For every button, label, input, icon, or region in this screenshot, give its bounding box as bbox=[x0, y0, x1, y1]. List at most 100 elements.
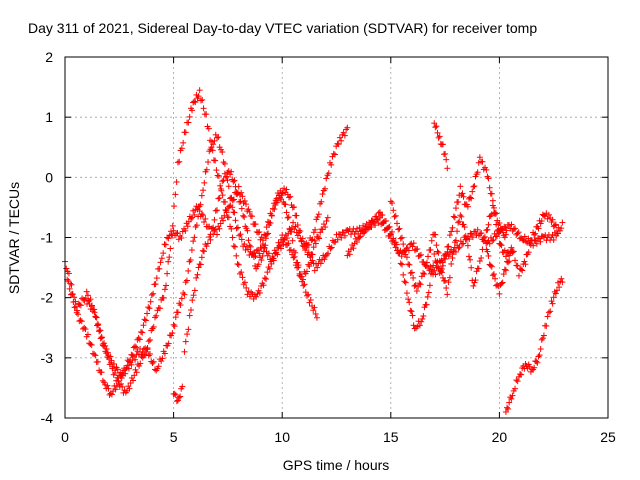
data-point bbox=[338, 234, 345, 241]
data-point bbox=[177, 302, 184, 309]
data-point bbox=[305, 241, 312, 248]
data-point bbox=[281, 235, 288, 242]
data-point bbox=[300, 243, 307, 250]
data-point bbox=[148, 291, 155, 298]
data-point bbox=[237, 198, 244, 205]
data-point bbox=[205, 159, 212, 166]
data-point bbox=[360, 230, 367, 237]
data-point bbox=[130, 377, 137, 384]
data-point bbox=[294, 222, 301, 229]
data-point bbox=[197, 201, 204, 208]
data-point bbox=[181, 348, 188, 355]
data-point bbox=[390, 207, 397, 214]
data-point bbox=[463, 235, 470, 242]
data-point bbox=[195, 93, 202, 100]
data-point bbox=[553, 287, 560, 294]
data-point bbox=[282, 201, 289, 208]
data-point bbox=[416, 280, 423, 287]
data-point bbox=[288, 228, 295, 235]
data-point bbox=[394, 220, 401, 227]
data-point bbox=[458, 213, 465, 220]
data-point bbox=[67, 291, 74, 298]
series-track-5 bbox=[344, 154, 562, 332]
data-point bbox=[194, 271, 201, 278]
data-point bbox=[555, 230, 562, 237]
data-point bbox=[126, 385, 133, 392]
data-point bbox=[501, 266, 508, 273]
data-point bbox=[206, 233, 213, 240]
data-point bbox=[255, 229, 262, 236]
data-point bbox=[392, 244, 399, 251]
data-point bbox=[479, 158, 486, 165]
data-point bbox=[522, 261, 529, 268]
data-point bbox=[153, 275, 160, 282]
data-point bbox=[392, 239, 399, 246]
data-point bbox=[500, 271, 507, 278]
data-point bbox=[182, 227, 189, 234]
data-point bbox=[409, 312, 416, 319]
data-point bbox=[219, 149, 226, 156]
data-point bbox=[72, 303, 79, 310]
data-point bbox=[400, 241, 407, 248]
data-point bbox=[297, 228, 304, 235]
data-point bbox=[502, 267, 509, 274]
data-point bbox=[545, 211, 552, 218]
data-point bbox=[487, 262, 494, 269]
data-point bbox=[182, 338, 189, 345]
data-point bbox=[238, 269, 245, 276]
data-point bbox=[502, 231, 509, 238]
data-point bbox=[300, 276, 307, 283]
y-tick-label: -4 bbox=[41, 410, 54, 426]
data-point bbox=[410, 240, 417, 247]
data-point bbox=[270, 255, 277, 262]
data-point bbox=[182, 129, 189, 136]
data-point bbox=[416, 252, 423, 259]
data-point bbox=[452, 205, 459, 212]
data-point bbox=[222, 198, 229, 205]
data-point bbox=[444, 165, 451, 172]
data-point bbox=[510, 226, 517, 233]
data-point bbox=[402, 279, 409, 286]
data-point bbox=[169, 330, 176, 337]
data-point bbox=[325, 250, 332, 257]
data-point bbox=[271, 206, 278, 213]
data-point bbox=[171, 390, 178, 397]
data-point bbox=[87, 296, 94, 303]
data-point bbox=[423, 262, 430, 269]
data-point bbox=[189, 297, 196, 304]
data-point bbox=[185, 119, 192, 126]
data-point bbox=[502, 253, 509, 260]
data-point bbox=[232, 217, 239, 224]
data-point bbox=[452, 237, 459, 244]
data-point bbox=[492, 275, 499, 282]
data-point bbox=[549, 300, 556, 307]
data-point bbox=[485, 221, 492, 228]
data-point bbox=[408, 269, 415, 276]
data-point bbox=[436, 133, 443, 140]
data-point bbox=[552, 290, 559, 297]
data-point bbox=[105, 385, 112, 392]
x-axis-label: GPS time / hours bbox=[283, 457, 390, 473]
data-point bbox=[249, 213, 256, 220]
data-point bbox=[268, 258, 275, 265]
data-point bbox=[191, 234, 198, 241]
data-point bbox=[214, 172, 221, 179]
data-point bbox=[263, 231, 270, 238]
data-point bbox=[290, 204, 297, 211]
data-point bbox=[302, 247, 309, 254]
data-point bbox=[279, 190, 286, 197]
data-point bbox=[433, 259, 440, 266]
data-point bbox=[484, 248, 491, 255]
series-track-2 bbox=[64, 87, 320, 396]
data-point bbox=[533, 240, 540, 247]
data-point bbox=[512, 257, 519, 264]
data-point bbox=[171, 203, 178, 210]
data-point bbox=[138, 328, 145, 335]
data-point bbox=[140, 322, 147, 329]
data-point bbox=[489, 237, 496, 244]
data-point bbox=[330, 150, 337, 157]
data-point bbox=[131, 343, 138, 350]
data-point bbox=[498, 242, 505, 249]
data-point bbox=[260, 282, 267, 289]
data-point bbox=[118, 371, 125, 378]
